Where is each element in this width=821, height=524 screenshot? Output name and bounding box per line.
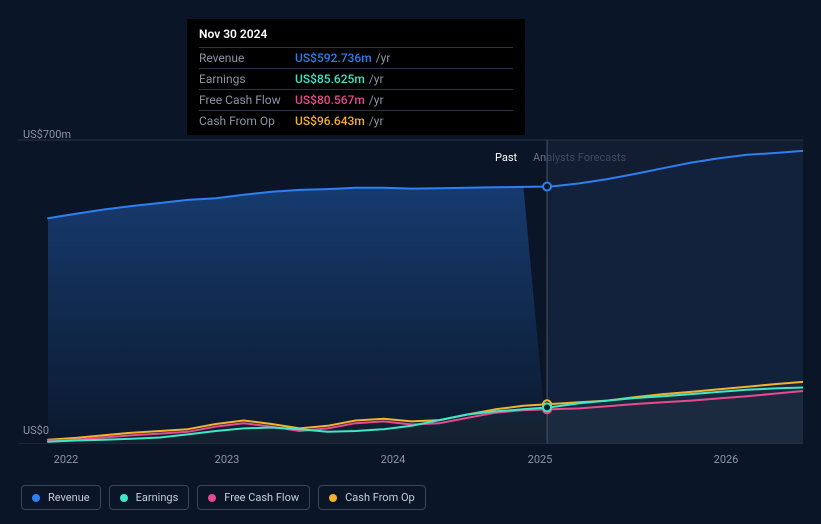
tooltip-value: US$85.625m [295,72,365,86]
legend-item-revenue[interactable]: Revenue [21,485,101,510]
x-axis-label: 2025 [528,453,553,466]
legend-dot [32,494,40,502]
chart-area[interactable] [18,130,803,444]
legend-label: Revenue [48,491,90,504]
x-axis-label: 2024 [381,453,406,466]
legend-dot [208,494,216,502]
tooltip-value: US$96.643m [295,114,365,128]
x-axis-label: 2026 [714,453,739,466]
x-axis-label: 2022 [54,453,79,466]
tooltip-date: Nov 30 2024 [199,27,513,47]
legend-dot [120,494,128,502]
tooltip-row: Cash From Op US$96.643m /yr [199,110,513,131]
chart-tooltip: Nov 30 2024 Revenue US$592.736m /yr Earn… [187,19,525,135]
tooltip-unit: /yr [369,72,384,86]
legend-item-earnings[interactable]: Earnings [109,485,190,510]
tooltip-label: Free Cash Flow [199,93,295,107]
legend-dot [329,494,337,502]
tooltip-unit: /yr [376,51,391,65]
tooltip-row: Earnings US$85.625m /yr [199,68,513,89]
tooltip-label: Earnings [199,72,295,86]
legend-label: Earnings [136,491,179,504]
tooltip-unit: /yr [369,114,384,128]
tooltip-label: Revenue [199,51,295,65]
tooltip-value: US$592.736m [295,51,372,65]
legend-label: Free Cash Flow [224,491,299,504]
tooltip-label: Cash From Op [199,114,295,128]
tooltip-unit: /yr [369,93,384,107]
tooltip-value: US$80.567m [295,93,365,107]
x-axis-label: 2023 [215,453,240,466]
legend-label: Cash From Op [345,491,415,504]
legend-item-fcf[interactable]: Free Cash Flow [197,485,310,510]
legend-item-cfo[interactable]: Cash From Op [318,485,426,510]
chart-legend: Revenue Earnings Free Cash Flow Cash Fro… [21,485,426,510]
tooltip-row: Revenue US$592.736m /yr [199,47,513,68]
tooltip-row: Free Cash Flow US$80.567m /yr [199,89,513,110]
